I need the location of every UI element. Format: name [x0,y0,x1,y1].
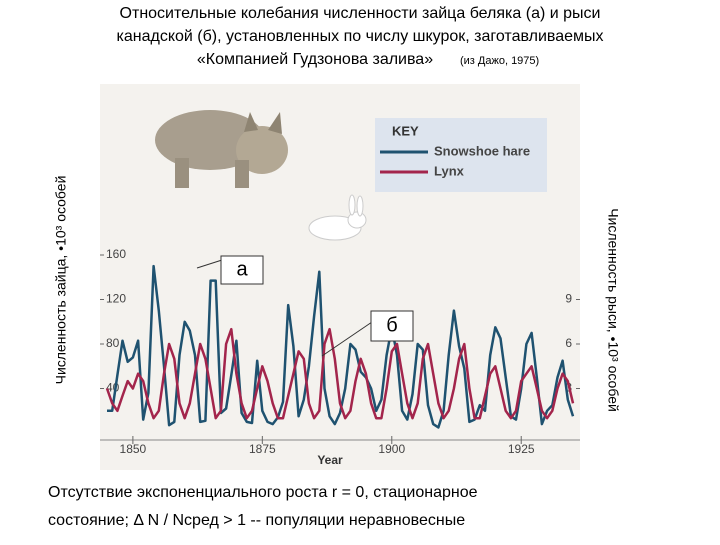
y-tick-label: 160 [106,247,126,261]
annotation: а [236,258,248,280]
annotation-box [220,255,264,285]
lynx-illustration [155,110,288,188]
annotation: б [386,314,397,336]
rabbit-illustration [308,194,367,241]
footer-line: Отсутствие экспоненциального роста r = 0… [48,484,478,501]
annotation-box [370,310,414,342]
x-tick-label: 1850 [120,442,147,456]
title-line: «Компанией Гудзонова залива» [197,51,433,68]
leader-line [321,321,373,357]
y-tick-label: 80 [106,336,120,350]
title-line: Относительные колебания численности зайц… [120,5,601,22]
y-tick-label: 120 [106,292,126,306]
series-line [105,327,575,420]
footer-line: состояние; Δ N / Nсред > 1 -- популяции … [48,512,465,529]
key-box [375,118,547,192]
title-line: канадской (б), установленных по числу шк… [117,28,604,45]
x-tick-label: 1925 [508,442,535,456]
series-line [107,264,575,429]
y2-tick-label: 6 [565,336,572,350]
source: (из Дажо, 1975) [460,55,539,67]
x-tick-label: 1900 [378,442,405,456]
y2-axis-label: Численность рыси, •10³ особей [605,208,621,412]
x-axis-label: Year [317,453,343,467]
y2-tick-label: 9 [565,292,572,306]
x-tick-label: 1875 [249,442,276,456]
key-title: KEY [392,123,419,138]
y-axis-label: Численность зайца, •10³ особей [53,176,69,385]
legend-label: Lynx [434,163,465,178]
leader-line [196,259,223,269]
legend-label: Snowshoe hare [434,143,530,158]
